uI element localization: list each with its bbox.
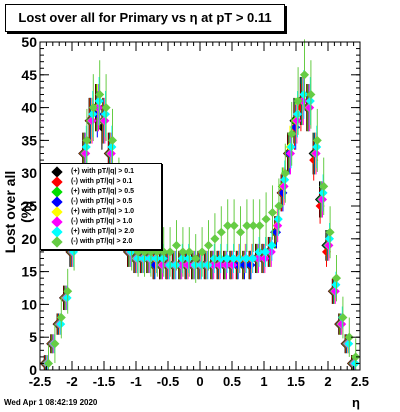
y-tick-label: 30: [21, 165, 37, 181]
y-tick-label: 40: [21, 100, 37, 116]
data-point: [248, 221, 258, 231]
x-tick-label: 1.5: [287, 374, 305, 389]
data-point: [158, 253, 168, 264]
legend-label: (-) with pT/|q| > 1.0: [71, 218, 133, 225]
data-point: [280, 168, 290, 178]
y-tick-label: 45: [21, 67, 37, 83]
data-point: [305, 96, 315, 106]
y-tick-label: 10: [21, 296, 37, 312]
data-point: [171, 240, 182, 250]
data-point: [235, 227, 246, 237]
data-point: [101, 103, 111, 113]
data-point: [266, 247, 276, 257]
data-point: [242, 221, 252, 231]
data-point: [93, 103, 104, 113]
data-point: [229, 221, 239, 231]
y-tick-label: 15: [21, 264, 37, 280]
data-point: [210, 234, 220, 244]
legend-label: (-) with pT/|q| > 0.5: [71, 198, 133, 205]
data-point: [183, 260, 193, 270]
data-point: [82, 135, 92, 145]
data-point: [228, 260, 238, 270]
data-point: [223, 221, 233, 231]
x-tick-label: -2.5: [29, 374, 51, 389]
data-point: [255, 221, 265, 231]
x-axis-label: η: [352, 395, 360, 410]
data-point: [324, 240, 334, 250]
data-point: [184, 247, 194, 257]
y-tick-label: 0: [29, 362, 37, 378]
legend-label: (+) with pT/|q| > 2.0: [71, 228, 135, 235]
legend-label: (+) with pT/|q| > 1.0: [71, 208, 135, 215]
y-tick-label: 25: [21, 198, 37, 214]
data-point: [95, 89, 105, 100]
legend-label: (+) with pT/|q| > 0.1: [71, 168, 135, 175]
data-point: [190, 260, 200, 270]
data-point: [87, 116, 97, 126]
x-tick-label: 0.5: [223, 374, 241, 389]
data-point: [100, 109, 111, 119]
legend: (+) with pT/|q| > 0.1 (-) with pT/|q| > …: [40, 163, 162, 250]
data-point: [261, 214, 271, 224]
data-point: [305, 103, 315, 113]
y-tick-label: 5: [29, 329, 37, 345]
legend-label: (-) with pT/|q| > 0.1: [71, 178, 133, 185]
x-tick-label: -2: [66, 374, 78, 389]
legend-label: (+) with pT/|q| > 0.5: [71, 188, 135, 195]
x-tick-label: 2: [324, 374, 331, 389]
data-point: [164, 260, 175, 270]
data-point: [107, 135, 118, 145]
x-tick-label: 1: [260, 374, 267, 389]
chart-title: Lost over all for Primary vs η at pT > 0…: [5, 4, 285, 32]
data-point: [81, 148, 91, 159]
data-point: [88, 103, 98, 113]
data-point: [299, 89, 309, 100]
y-tick-label: 35: [21, 132, 37, 148]
data-point: [203, 260, 213, 270]
data-point: [106, 148, 116, 159]
data-point: [177, 260, 187, 270]
y-axis-label: Lost over all (%): [2, 170, 34, 254]
data-point: [267, 240, 277, 250]
data-point: [196, 260, 207, 270]
data-point: [306, 89, 316, 100]
data-point: [292, 116, 302, 126]
data-point: [56, 312, 66, 323]
x-tick-label: 2.5: [351, 374, 369, 389]
data-point: [267, 208, 278, 218]
y-tick-label: 50: [21, 34, 37, 50]
x-tick-label: -1.5: [93, 374, 115, 389]
data-point: [56, 319, 66, 329]
data-point: [216, 227, 226, 237]
data-point: [100, 116, 110, 126]
x-tick-label: 0: [196, 374, 203, 389]
data-point: [312, 135, 322, 145]
data-point: [209, 260, 219, 270]
data-point: [88, 109, 98, 119]
date-stamp: Wed Apr 1 08:42:19 2020: [4, 398, 98, 407]
data-point: [171, 260, 181, 270]
data-point: [62, 293, 72, 303]
data-point: [94, 96, 104, 106]
data-point: [178, 247, 188, 257]
y-tick-label: 20: [21, 231, 37, 247]
data-point: [203, 240, 214, 250]
data-point: [274, 201, 284, 211]
legend-marker: [51, 236, 63, 248]
legend-label: (-) with pT/|q| > 2.0: [71, 238, 133, 245]
data-point: [81, 142, 91, 152]
data-point: [221, 260, 232, 270]
data-point: [273, 214, 283, 224]
data-point: [157, 260, 168, 270]
axes-layer: -2.5 -2 -1.5 -1 -0.5 0 0.5 1 1.5 2 2.5 0 5 10 15 20 25 30…: [21, 34, 369, 389]
data-point: [215, 260, 225, 270]
data-point: [222, 253, 232, 264]
x-tick-label: -0.5: [157, 374, 179, 389]
data-point: [107, 142, 117, 152]
x-tick-label: -1: [130, 374, 142, 389]
data-point: [298, 96, 308, 106]
